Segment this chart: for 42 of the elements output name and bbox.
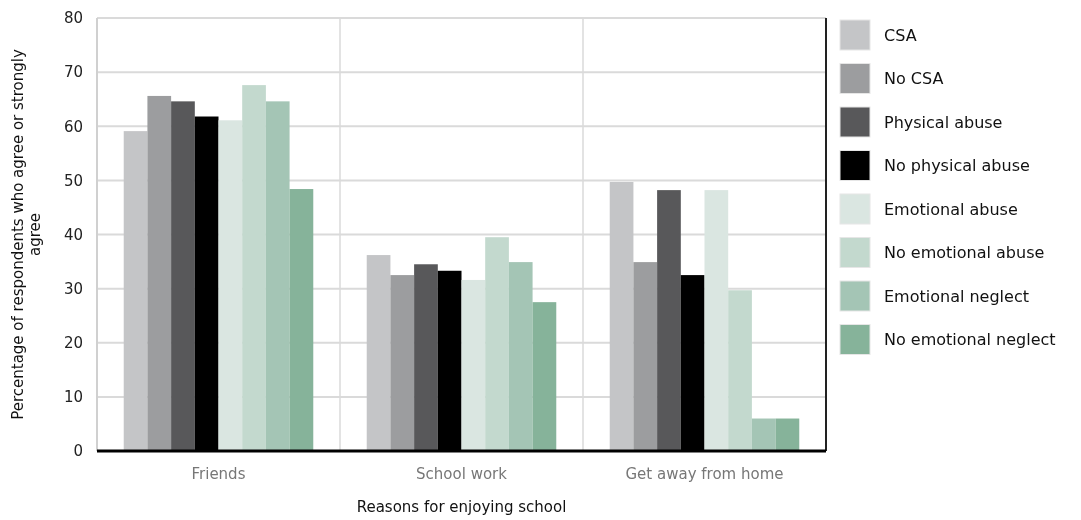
bar (728, 290, 752, 451)
bar (633, 262, 658, 451)
legend-label: No emotional neglect (884, 330, 1056, 350)
y-tick-label: 0 (73, 442, 83, 461)
bar (390, 275, 415, 451)
legend-label: Physical abuse (884, 112, 1003, 132)
legend-label: No CSA (884, 69, 944, 89)
bar (508, 262, 533, 451)
y-tick-label: 80 (63, 9, 83, 28)
bar (485, 237, 509, 451)
bar (123, 131, 148, 451)
y-tick-label: 50 (63, 171, 83, 190)
bar (289, 189, 314, 451)
bar (171, 101, 195, 451)
legend-label: Emotional abuse (884, 199, 1018, 219)
x-tick-label: Get away from home (625, 465, 784, 483)
bar (609, 182, 634, 451)
legend-label: No emotional abuse (884, 243, 1045, 263)
bar (775, 418, 800, 451)
bar (265, 101, 290, 451)
bar (461, 279, 486, 451)
y-tick-label: 20 (63, 334, 83, 352)
y-tick-label: 60 (63, 117, 83, 136)
bar (242, 85, 266, 451)
x-axis-title: Reasons for enjoying school (356, 498, 567, 516)
legend-label: No physical abuse (884, 156, 1030, 176)
bar (751, 418, 776, 451)
bar (414, 264, 438, 451)
x-tick-label: School work (416, 465, 508, 483)
y-tick-label: 10 (63, 388, 83, 407)
bar (657, 190, 681, 451)
y-tick-label: 70 (63, 63, 83, 82)
bar (366, 255, 391, 451)
legend-label: CSA (884, 25, 917, 45)
x-tick-label: Friends (191, 465, 246, 483)
y-tick-label: 40 (63, 225, 83, 244)
bar (532, 302, 557, 451)
bar (218, 120, 243, 451)
legend-label: Emotional neglect (884, 286, 1029, 306)
bar (147, 95, 172, 451)
y-axis-title: Percentage of respondents who agree or strongly agree (9, 49, 44, 420)
y-tick-label: 30 (63, 279, 83, 298)
